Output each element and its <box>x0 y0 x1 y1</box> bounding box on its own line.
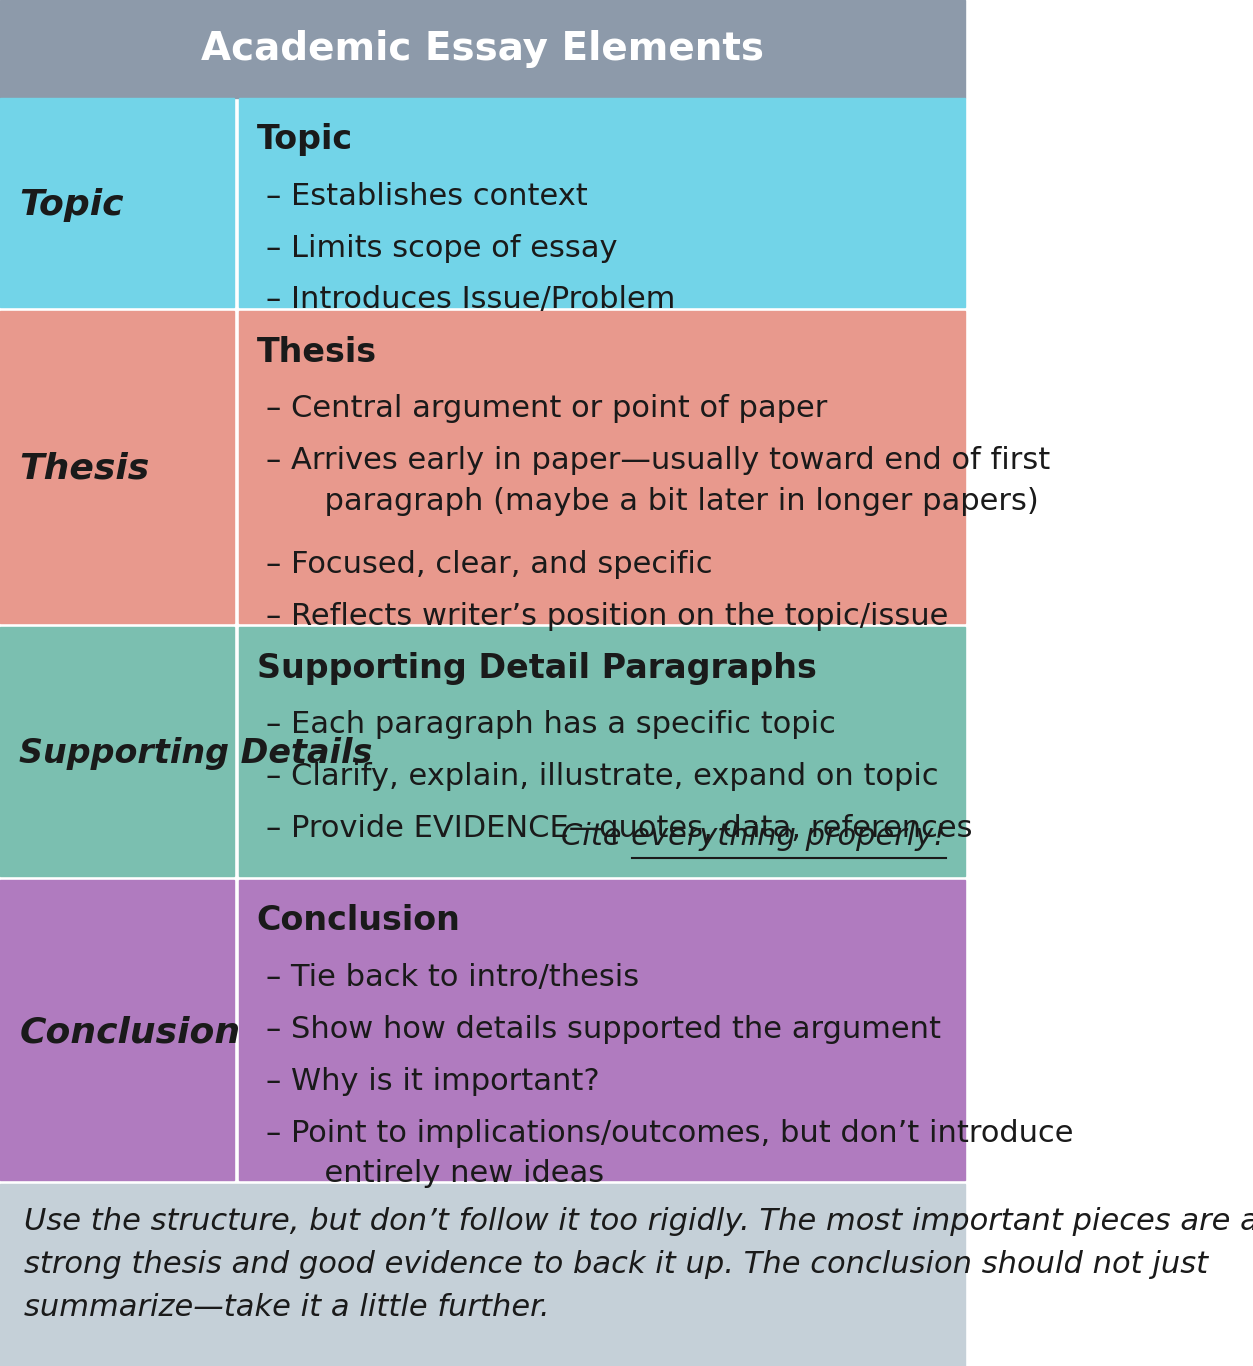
Text: Supporting Details: Supporting Details <box>19 736 372 770</box>
Text: – Limits scope of essay: – Limits scope of essay <box>267 234 618 262</box>
Bar <box>239 627 965 876</box>
Text: – Clarify, explain, illustrate, expand on topic: – Clarify, explain, illustrate, expand o… <box>267 762 938 791</box>
Bar <box>239 311 965 623</box>
Text: – Focused, clear, and specific: – Focused, clear, and specific <box>267 550 713 579</box>
Text: Academic Essay Elements: Academic Essay Elements <box>200 30 764 68</box>
Text: – Each paragraph has a specific topic: – Each paragraph has a specific topic <box>267 710 836 739</box>
Bar <box>0 0 965 98</box>
Text: – Central argument or point of paper: – Central argument or point of paper <box>267 395 828 423</box>
Text: – Why is it important?: – Why is it important? <box>267 1067 600 1096</box>
Text: – Arrives early in paper—usually toward end of first
      paragraph (maybe a bi: – Arrives early in paper—usually toward … <box>267 447 1050 516</box>
Text: Supporting Detail Paragraphs: Supporting Detail Paragraphs <box>257 652 817 684</box>
Bar <box>239 98 965 307</box>
Text: Topic: Topic <box>19 187 124 221</box>
Text: – Show how details supported the argument: – Show how details supported the argumen… <box>267 1015 941 1044</box>
Text: Topic: Topic <box>257 123 353 156</box>
Text: Thesis: Thesis <box>257 336 377 369</box>
Text: Thesis: Thesis <box>19 452 149 486</box>
Text: Use the structure, but don’t follow it too rigidly. The most important pieces ar: Use the structure, but don’t follow it t… <box>24 1208 1253 1321</box>
Text: – Introduces Issue/Problem: – Introduces Issue/Problem <box>267 285 675 314</box>
Text: – Provide EVIDENCE—quotes, data, references: – Provide EVIDENCE—quotes, data, referen… <box>267 814 972 843</box>
Text: – Establishes context: – Establishes context <box>267 182 588 210</box>
Text: – Reflects writer’s position on the topic/issue: – Reflects writer’s position on the topi… <box>267 602 949 631</box>
Bar <box>0 627 233 876</box>
Bar <box>239 880 965 1180</box>
Bar <box>0 98 233 307</box>
Text: Conclusion: Conclusion <box>257 904 461 937</box>
Text: – Tie back to intro/thesis: – Tie back to intro/thesis <box>267 963 639 992</box>
Text: Conclusion: Conclusion <box>19 1015 241 1049</box>
Bar <box>0 1184 965 1366</box>
Text: – Point to implications/outcomes, but don’t introduce
      entirely new ideas: – Point to implications/outcomes, but do… <box>267 1119 1074 1188</box>
Bar <box>0 880 233 1180</box>
Text: Cite everything properly!: Cite everything properly! <box>561 822 946 851</box>
Bar <box>0 311 233 623</box>
